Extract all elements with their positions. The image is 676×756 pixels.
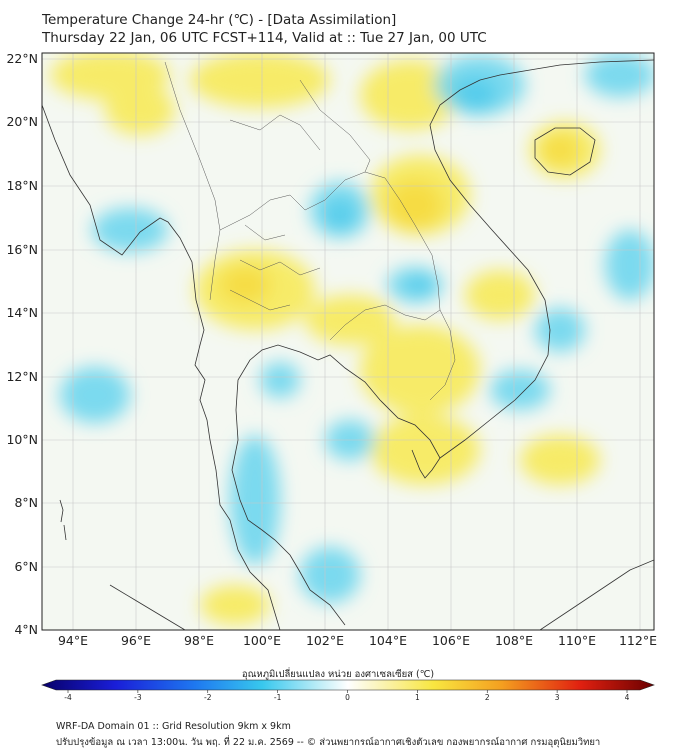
footer-credit: ปรับปรุงข้อมูล ณ เวลา 13:00น. วัน พฤ. ที… (56, 737, 601, 748)
country-borders (164, 61, 456, 401)
colorbar-tick-label: 1 (415, 693, 420, 702)
map-frame (41, 52, 655, 631)
colorbar-gradient (41, 679, 655, 691)
lat-label: 4°N (14, 622, 38, 637)
lat-label: 18°N (6, 178, 38, 193)
lat-label: 16°N (6, 242, 38, 257)
lat-label: 10°N (6, 432, 38, 447)
lon-label: 102°E (306, 633, 344, 648)
colorbar-title: อุณหภูมิเปลี่ยนแปลง หน่วย องศาเซลเซียส (… (241, 669, 435, 680)
map-gridlines (42, 53, 654, 630)
colorbar-ticks: -4 -3 -2 -1 0 1 2 3 4 (64, 690, 630, 702)
lon-label: 100°E (243, 633, 281, 648)
lon-label: 104°E (369, 633, 407, 648)
longitude-axis: 94°E 96°E 98°E 100°E 102°E 104°E 106°E 1… (58, 633, 657, 648)
map-subtitle: Thursday 22 Jan, 06 UTC FCST+114, Valid … (42, 30, 487, 46)
lon-label: 108°E (495, 633, 533, 648)
latitude-axis: 22°N 20°N 18°N 16°N 14°N 12°N 10°N 8°N 6… (6, 51, 38, 637)
colorbar-tick-label: -4 (64, 693, 72, 702)
colorbar: -4 -3 -2 -1 0 1 2 3 4 (41, 679, 655, 702)
lon-label: 112°E (619, 633, 657, 648)
lat-label: 12°N (6, 369, 38, 384)
colorbar-tick-label: -1 (274, 693, 282, 702)
footer-model-info: WRF-DA Domain 01 :: Grid Resolution 9km … (56, 721, 291, 732)
colorbar-tick-label: 2 (485, 693, 490, 702)
lon-label: 96°E (121, 633, 151, 648)
lon-label: 106°E (432, 633, 470, 648)
colorbar-tick-label: 3 (555, 693, 560, 702)
temperature-field (50, 53, 654, 625)
lat-label: 8°N (14, 495, 38, 510)
map-plot-area (42, 53, 654, 630)
colorbar-tick-label: 0 (345, 693, 350, 702)
lon-label: 94°E (58, 633, 88, 648)
lon-label: 110°E (558, 633, 596, 648)
forecast-map: 22°N 20°N 18°N 16°N 14°N 12°N 10°N 8°N 6… (6, 51, 657, 648)
coastlines (42, 59, 654, 630)
map-title: Temperature Change 24-hr (℃) - [Data Ass… (42, 12, 397, 28)
colorbar-tick-label: 4 (625, 693, 630, 702)
lat-label: 14°N (6, 305, 38, 320)
lat-label: 22°N (6, 51, 38, 66)
lat-label: 20°N (6, 114, 38, 129)
lat-label: 6°N (14, 559, 38, 574)
colorbar-tick-label: -2 (204, 693, 212, 702)
lon-label: 98°E (184, 633, 214, 648)
colorbar-tick-label: -3 (134, 693, 142, 702)
